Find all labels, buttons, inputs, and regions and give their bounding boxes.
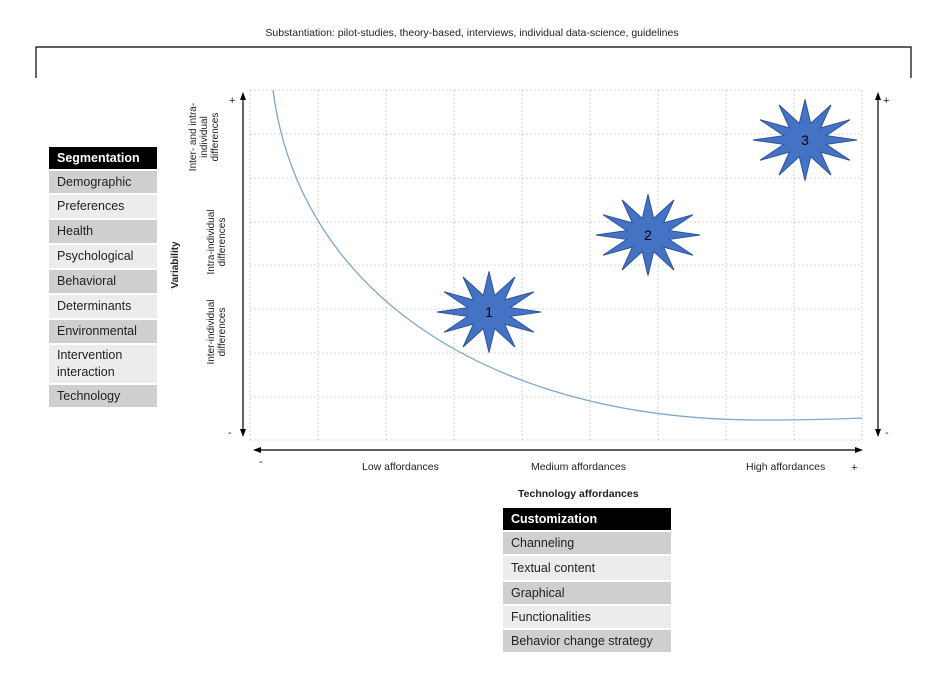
segmentation-header: Segmentation	[49, 147, 157, 169]
star-shape	[436, 271, 542, 353]
segmentation-item-preferences: Preferences	[49, 195, 157, 218]
customization-table: Customization Channeling Textual content…	[503, 508, 671, 654]
segmentation-item-environmental: Environmental	[49, 320, 157, 343]
y-right-minus: -	[885, 427, 889, 439]
star-2: 2	[595, 194, 701, 276]
customization-header: Customization	[503, 508, 671, 530]
x-label-high: High affordances	[746, 461, 826, 473]
segmentation-item-behavioral: Behavioral	[49, 270, 157, 293]
y-left-plus: +	[229, 95, 236, 107]
y-axis-title: Variability	[170, 241, 181, 289]
x-axis-arrow	[253, 447, 863, 453]
x-plus: +	[851, 462, 858, 474]
segmentation-item-psychological: Psychological	[49, 245, 157, 268]
y-axis-left-arrow	[240, 92, 246, 437]
segmentation-item-demographic: Demographic	[49, 171, 157, 193]
star-label: 3	[801, 132, 809, 148]
segmentation-item-intervention-interaction: Intervention interaction	[49, 345, 157, 383]
customization-item-channeling: Channeling	[503, 532, 671, 554]
y-right-plus: +	[883, 95, 890, 107]
star-shape	[595, 194, 701, 276]
star-3: 3	[752, 99, 858, 181]
x-label-medium: Medium affordances	[531, 461, 626, 473]
star-label: 2	[644, 227, 652, 243]
affordance-curve	[272, 89, 863, 421]
y-band-inter: Inter-individual differences	[206, 299, 228, 365]
x-minus: -	[259, 456, 263, 468]
y-axis-right-arrow	[875, 92, 881, 437]
x-axis-title: Technology affordances	[518, 488, 639, 500]
star-label: 1	[485, 304, 493, 320]
segmentation-item-determinants: Determinants	[49, 295, 157, 318]
y-band-inter-intra: Inter- and intra-individual differences	[188, 102, 221, 172]
customization-item-textual-content: Textual content	[503, 556, 671, 580]
y-band-intra: Intra-individual differences	[206, 209, 228, 275]
substantiation-text: Substantiation: pilot-studies, theory-ba…	[265, 27, 679, 39]
customization-item-behavior-change-strategy: Behavior change strategy	[503, 630, 671, 652]
grid	[249, 89, 863, 441]
segmentation-item-health: Health	[49, 220, 157, 243]
customization-item-functionalities: Functionalities	[503, 606, 671, 628]
stars-layer: 1 2 3	[436, 99, 858, 353]
star-1: 1	[436, 271, 542, 353]
segmentation-table: Segmentation Demographic Preferences Hea…	[49, 147, 157, 409]
substantiation-bracket	[35, 46, 912, 78]
segmentation-item-technology: Technology	[49, 385, 157, 407]
x-label-low: Low affordances	[362, 461, 439, 473]
customization-item-graphical: Graphical	[503, 582, 671, 604]
star-shape	[752, 99, 858, 181]
y-left-minus: -	[228, 427, 232, 439]
